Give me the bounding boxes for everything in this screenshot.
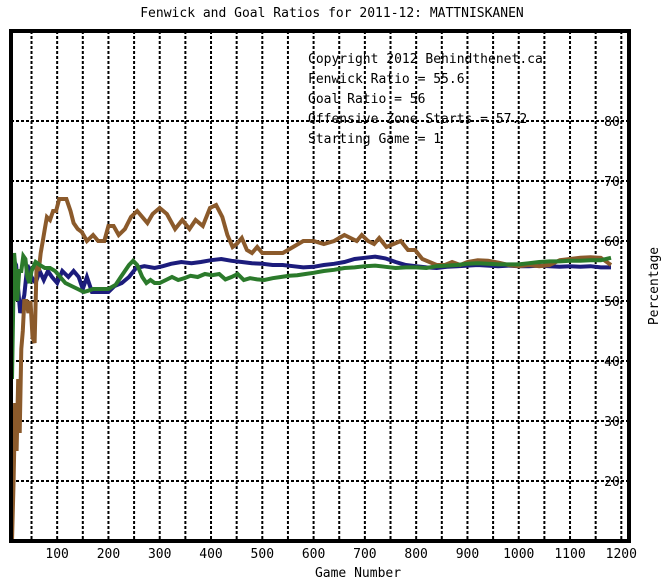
x-tick-label: 800 <box>404 547 427 562</box>
x-tick-label: 1200 <box>606 547 637 562</box>
x-tick-label: 600 <box>302 547 325 562</box>
y-tick-label: 40 <box>604 355 620 370</box>
x-axis-label: Game Number <box>315 566 401 580</box>
y-tick-label: 70 <box>604 175 620 190</box>
x-tick-label: 700 <box>353 547 376 562</box>
y-tick-label: 30 <box>604 415 620 430</box>
x-tick-label: 900 <box>456 547 479 562</box>
x-tick-label: 200 <box>97 547 120 562</box>
x-tick-label: 100 <box>45 547 68 562</box>
annotation-block: Copyright 2012 Behindthenet.ca Fenwick R… <box>308 52 543 147</box>
axis-ticks: 100 200 300 400 500 600 700 800 900 1000 1100 1200 2… <box>45 115 637 562</box>
y-tick-label: 20 <box>604 475 620 490</box>
y-tick-label: 80 <box>604 115 620 130</box>
annotation-copyright: Copyright 2012 Behindthenet.ca <box>308 52 543 67</box>
x-tick-label: 1100 <box>554 547 585 562</box>
x-tick-label: 400 <box>199 547 222 562</box>
y-tick-label: 60 <box>604 235 620 250</box>
annotation-offensive-zone-starts: Offensive Zone Starts = 57.2 <box>308 112 527 127</box>
chart-title: Fenwick and Goal Ratios for 2011-12: MAT… <box>140 6 524 21</box>
annotation-starting-game: Starting Game = 1 <box>308 132 441 147</box>
x-tick-label: 1000 <box>503 547 534 562</box>
y-axis-label: Percentage <box>647 247 662 325</box>
annotation-goal-ratio: Goal Ratio = 56 <box>308 92 425 107</box>
series-line-goal-ratio <box>10 197 613 542</box>
y-tick-label: 50 <box>604 295 620 310</box>
annotation-fenwick-ratio: Fenwick Ratio = 55.6 <box>308 72 465 87</box>
x-tick-label: 300 <box>148 547 171 562</box>
series-lines <box>10 197 613 542</box>
x-tick-label: 500 <box>251 547 274 562</box>
grid <box>11 31 629 541</box>
plot-frame <box>9 29 631 543</box>
series-line-offensive-zone-starts <box>10 250 612 380</box>
